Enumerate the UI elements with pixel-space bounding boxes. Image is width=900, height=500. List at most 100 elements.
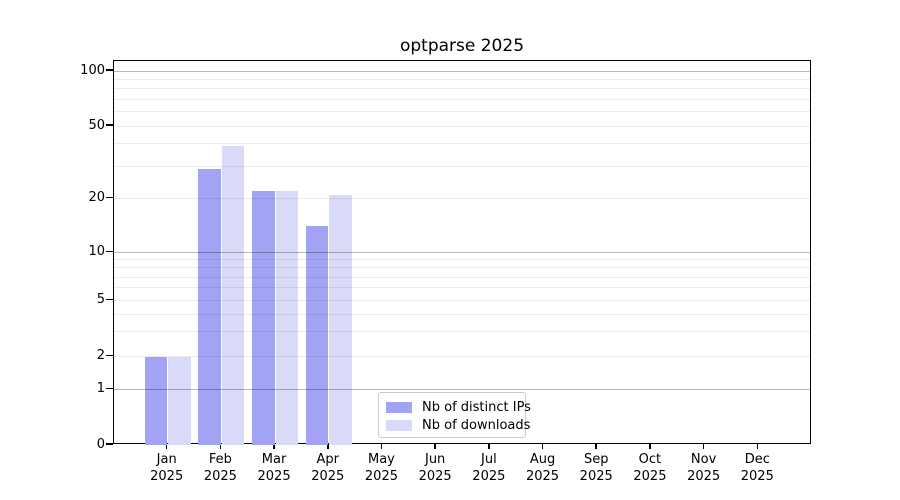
legend-entry-downloads: Nb of downloads [379,416,530,434]
x-tick-month: Apr [316,452,340,467]
gridline-30 [114,166,810,168]
y-tick-label-5: 5 [96,292,105,307]
x-tick-month: Mar [261,452,287,467]
y-tick-50 [106,124,113,126]
legend-swatch-distinct-ips-icon [386,401,412,413]
bar-apr-downloads [329,194,352,445]
x-tick-aug [541,444,544,449]
bar-apr-distinct-ips [305,226,329,445]
x-tick-month: Jan [156,452,177,467]
x-tick-month: Aug [529,452,556,467]
y-tick-label-0: 0 [96,436,105,452]
gridline-10 [114,252,810,253]
x-tick-year: 2025 [687,469,721,484]
y-tick-2 [106,354,113,357]
x-tick-month: Sep [583,452,609,467]
x-tick-label-nov: Nov 2025 [676,451,732,485]
x-tick-year: 2025 [364,469,398,484]
gridline-80 [114,88,810,90]
x-tick-may [380,444,383,449]
x-tick-year: 2025 [525,469,560,484]
gridline-8 [114,267,810,269]
gridline-60 [114,111,810,113]
y-tick-label-1: 1 [96,381,105,396]
y-tick-label-100: 100 [80,62,105,78]
gridline-70 [114,98,810,100]
gridline-90 [114,78,810,80]
y-tick-10 [106,250,113,253]
x-tick-month: Oct [638,452,662,467]
gridline-40 [114,143,810,145]
x-tick-sep [595,444,597,449]
x-tick-year: 2025 [472,469,506,484]
plot-area: Nb of distinct IPs Nb of downloads [113,60,811,445]
x-tick-label-apr: Apr 2025 [300,451,356,485]
y-tick-0 [106,443,113,445]
gridline-6 [114,287,810,289]
x-tick-nov [702,444,705,449]
legend-entry-distinct-ips: Nb of distinct IPs [379,398,531,416]
gridline-1 [114,389,810,390]
gridline-50 [114,125,810,127]
x-tick-jan [165,444,168,449]
y-tick-5 [106,298,113,301]
x-tick-label-jul: Jul 2025 [461,451,517,485]
gridline-100 [114,70,810,72]
x-tick-year: 2025 [740,469,774,484]
chart-title: optparse 2025 [399,36,525,56]
gridline-20 [114,198,810,200]
x-tick-year: 2025 [150,469,184,484]
bar-mar-downloads [275,191,299,445]
y-tick-label-10: 10 [88,244,105,259]
gridline-3 [114,331,810,333]
x-tick-month: May [368,452,395,467]
x-tick-label-dec: Dec 2025 [729,451,785,485]
x-tick-mar [273,444,275,449]
gridline-9 [114,259,810,261]
y-tick-20 [106,196,113,199]
gridline-4 [114,313,810,315]
y-tick-label-20: 20 [88,190,105,206]
gridline-5 [114,300,810,301]
x-tick-apr [327,444,329,449]
x-tick-oct [649,444,651,449]
x-tick-month: Nov [690,452,717,467]
x-tick-year: 2025 [257,469,291,484]
x-tick-label-mar: Mar 2025 [246,451,302,485]
x-tick-year: 2025 [633,469,667,484]
y-tick-100 [106,69,113,71]
legend: Nb of distinct IPs Nb of downloads [378,392,531,438]
x-tick-month: Feb [208,452,232,467]
x-tick-jun [434,444,436,449]
x-tick-month: Dec [744,452,770,467]
gridline-2 [114,356,810,357]
gridline-7 [114,276,810,278]
x-tick-dec [756,444,759,449]
x-tick-label-feb: Feb 2025 [192,451,248,485]
bar-feb-distinct-ips [198,169,221,445]
x-tick-month: Jul [481,452,497,467]
y-tick-label-50: 50 [88,117,105,133]
x-tick-feb [219,444,222,449]
legend-label-downloads: Nb of downloads [422,417,531,433]
y-tick-label-2: 2 [96,348,105,363]
bar-mar-distinct-ips [252,191,275,445]
y-tick-1 [106,387,113,390]
legend-swatch-downloads-icon [386,419,412,431]
legend-label-distinct-ips: Nb of distinct IPs [422,399,531,415]
bar-feb-downloads [221,145,245,445]
bar-jan-downloads [168,356,191,445]
x-tick-year: 2025 [311,469,345,484]
x-tick-label-jan: Jan 2025 [139,451,195,485]
x-tick-label-oct: Oct 2025 [622,451,678,485]
x-tick-label-jun: Jun 2025 [407,451,463,485]
x-tick-year: 2025 [579,469,613,484]
bar-jan-distinct-ips [144,356,168,445]
x-tick-label-sep: Sep 2025 [568,451,624,485]
x-tick-year: 2025 [203,469,237,484]
x-tick-label-may: May 2025 [353,451,409,485]
x-tick-year: 2025 [418,469,452,484]
x-tick-label-aug: Aug 2025 [515,451,571,485]
x-tick-jul [488,444,490,449]
